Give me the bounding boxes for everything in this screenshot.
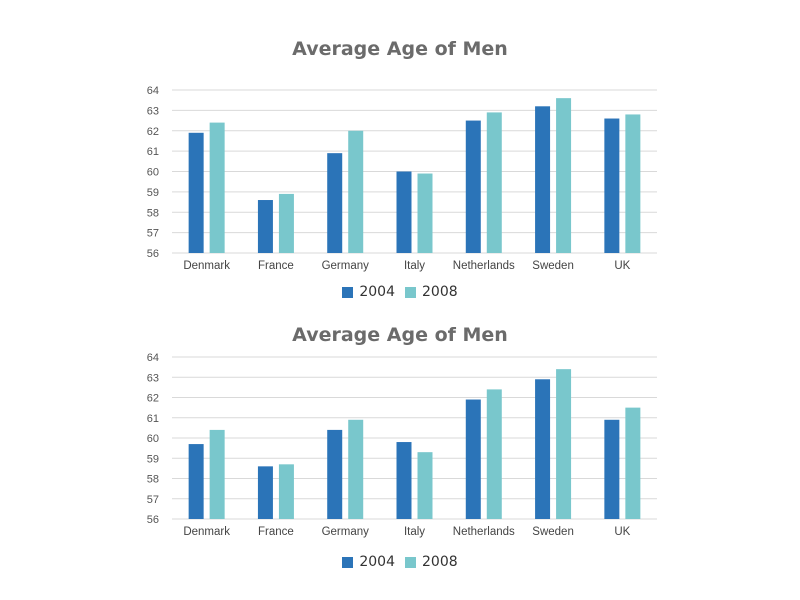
bar-2008-sweden — [556, 98, 572, 254]
legend-item-2004: 2004 — [342, 554, 395, 570]
legend-label: 2004 — [359, 554, 395, 570]
bar-2008-netherlands — [486, 112, 502, 253]
x-tick-label: France — [258, 260, 294, 272]
y-tick-label: 61 — [147, 413, 159, 425]
bar-2008-france — [278, 193, 294, 253]
bar-2004-france — [257, 466, 273, 519]
x-tick-label: Netherlands — [453, 526, 515, 538]
bar-2004-denmark — [188, 444, 204, 519]
legend-swatch-2004 — [342, 556, 354, 568]
y-tick-label: 63 — [147, 372, 159, 384]
bar-2004-uk — [604, 419, 620, 519]
y-tick-label: 56 — [147, 248, 159, 260]
y-tick-label: 62 — [147, 393, 159, 405]
x-tick-label: Netherlands — [453, 260, 515, 272]
y-tick-label: 56 — [147, 514, 159, 526]
legend-swatch-2008 — [405, 286, 416, 298]
x-tick-label: Germany — [322, 260, 370, 272]
x-tick-label: Italy — [404, 260, 425, 272]
legend-item-2008: 2008 — [405, 554, 458, 570]
legend-item-2004: 2004 — [342, 284, 395, 300]
y-tick-label: 64 — [147, 352, 159, 364]
chart-title: Average Age of Men — [292, 324, 508, 346]
bar-2004-italy — [396, 171, 412, 253]
legend-label: 2004 — [359, 284, 395, 300]
bar-2004-sweden — [535, 106, 551, 253]
bar-2008-germany — [348, 130, 364, 253]
y-tick-label: 58 — [147, 474, 159, 486]
bar-2004-italy — [396, 442, 412, 519]
legend-label: 2008 — [422, 554, 458, 570]
y-tick-label: 60 — [147, 433, 159, 445]
bar-2008-italy — [417, 452, 433, 519]
y-tick-label: 59 — [147, 187, 159, 199]
bar-2008-denmark — [209, 429, 225, 519]
x-tick-label: Sweden — [532, 260, 574, 272]
bar-2004-sweden — [535, 379, 551, 519]
bar-2008-germany — [348, 419, 364, 519]
bar-2004-netherlands — [465, 120, 481, 253]
legend-label: 2008 — [422, 284, 458, 300]
y-tick-label: 62 — [147, 126, 159, 138]
legend-item-2008: 2008 — [405, 284, 458, 300]
x-tick-label: Italy — [404, 526, 425, 538]
bar-2004-germany — [327, 153, 343, 253]
bar-2008-uk — [625, 114, 641, 253]
y-tick-label: 59 — [147, 453, 159, 465]
bar-2008-france — [278, 464, 294, 519]
chart-2-plot: 56 57 58 59 60 61 62 63 64 Denmark France Germany It… — [147, 352, 657, 538]
x-tick-label: Denmark — [183, 526, 230, 538]
bar-2008-italy — [417, 173, 433, 253]
chart-title: Average Age of Men — [292, 38, 508, 60]
x-tick-label: UK — [614, 260, 630, 272]
x-tick-label: Sweden — [532, 526, 574, 538]
y-tick-label: 64 — [147, 85, 159, 97]
y-tick-label: 61 — [147, 146, 159, 158]
chart-legend: 2004 2008 — [0, 284, 800, 300]
chart-legend: 2004 2008 — [0, 554, 800, 570]
bar-2008-sweden — [556, 369, 572, 519]
x-tick-label: Denmark — [183, 260, 230, 272]
bar-2004-france — [257, 200, 273, 253]
bar-2004-uk — [604, 118, 620, 254]
bar-2008-uk — [625, 407, 641, 519]
bar-2004-denmark — [188, 132, 204, 253]
x-tick-label: UK — [614, 526, 630, 538]
legend-swatch-2004 — [342, 286, 354, 298]
legend-swatch-2008 — [405, 556, 416, 568]
x-tick-label: Germany — [322, 526, 370, 538]
y-tick-label: 60 — [147, 167, 159, 179]
y-tick-label: 57 — [147, 228, 159, 240]
bar-2004-netherlands — [465, 399, 481, 519]
chart-1-plot: 56 57 58 59 60 61 62 63 64 Denmark France Germany It… — [147, 85, 657, 272]
bar-2004-germany — [327, 429, 343, 519]
y-tick-label: 58 — [147, 207, 159, 219]
y-tick-label: 63 — [147, 105, 159, 117]
bar-2008-denmark — [209, 122, 225, 253]
y-tick-label: 57 — [147, 494, 159, 506]
bar-2008-netherlands — [486, 389, 502, 519]
x-tick-label: France — [258, 526, 294, 538]
